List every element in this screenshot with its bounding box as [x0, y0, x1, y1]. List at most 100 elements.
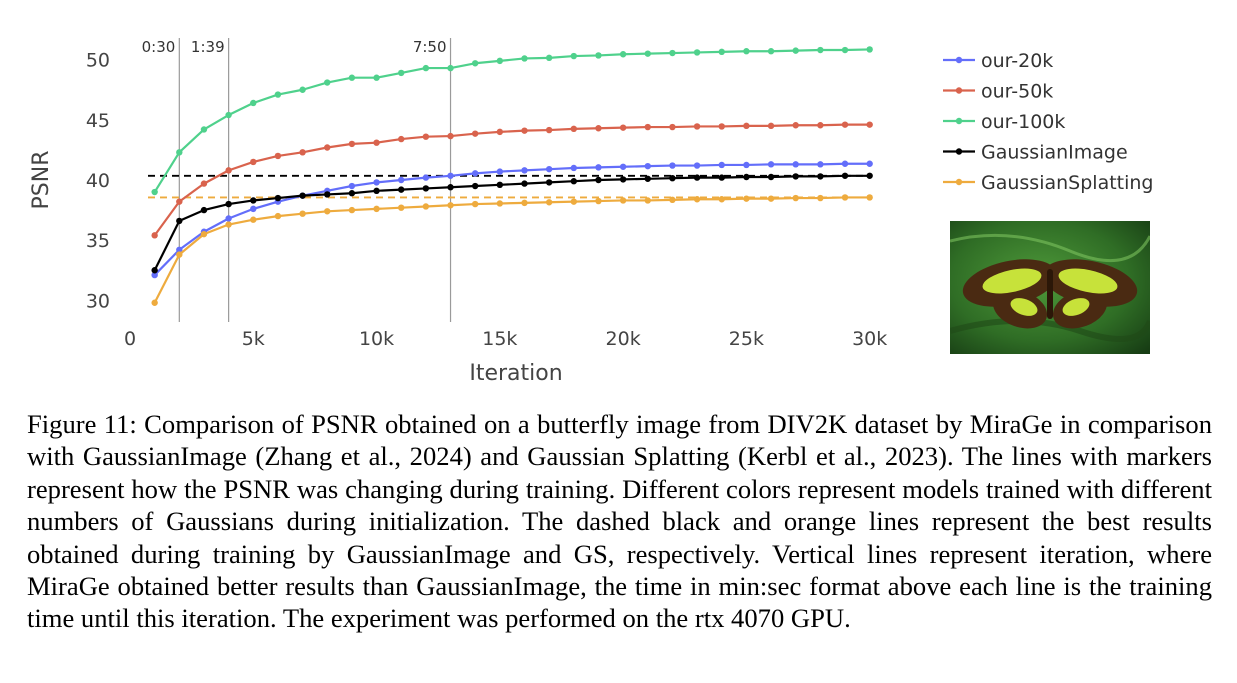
point-gaussiansplatting-12	[422, 203, 430, 210]
point-gaussianimage-18	[570, 178, 578, 185]
point-gaussiansplatting-4	[225, 221, 232, 228]
point-gaussiansplatting-3	[200, 230, 208, 238]
point-gaussiansplatting-29	[841, 194, 849, 201]
point-our-100k-19	[595, 52, 602, 59]
point-gaussiansplatting-16	[521, 199, 528, 207]
point-our-50k-17	[545, 126, 553, 134]
point-gaussianimage-1	[151, 267, 158, 274]
point-gaussianimage-14	[471, 182, 479, 190]
point-our-100k-6	[274, 91, 282, 98]
x-tick-label-7: 30k	[852, 328, 887, 350]
point-our-20k-25	[743, 161, 750, 169]
point-our-50k-12	[422, 133, 430, 140]
point-gaussiansplatting-6	[274, 212, 282, 220]
series-lines	[151, 46, 873, 306]
line-gaussiansplatting	[153, 196, 870, 304]
point-gaussianimage-17	[545, 179, 553, 186]
x-axis-title: Iteration	[469, 361, 562, 386]
legend-label-our-20k: our-20k	[981, 50, 1053, 72]
point-gaussiansplatting-5	[250, 216, 257, 223]
point-our-50k-29	[841, 121, 849, 128]
axes: 0 5k 10k 15k 20k 25k 30k 30 35 40 45 50 Iteration PSN…	[29, 50, 887, 386]
point-our-100k-22	[669, 49, 676, 57]
point-gaussiansplatting-23	[693, 196, 701, 203]
point-our-50k-21	[644, 123, 651, 131]
point-our-20k-24	[718, 161, 725, 169]
point-our-50k-7	[299, 149, 306, 156]
line-our-50k	[153, 123, 870, 237]
psnr-chart: 0:30 1:39 7:50 0 5k 10k 15k 20k 25k 30k 30 35 40 45 5…	[29, 38, 1154, 386]
point-our-50k-20	[619, 124, 627, 131]
point-gaussiansplatting-1	[151, 299, 158, 306]
point-gaussiansplatting-11	[398, 204, 405, 211]
figure-caption: Figure 11: Comparison of PSNR obtained o…	[27, 409, 1212, 634]
line-gaussianimage	[153, 174, 870, 271]
time-label-1: 0:30	[142, 38, 176, 56]
point-gaussiansplatting-13	[447, 202, 454, 209]
point-our-20k-29	[841, 160, 849, 167]
point-our-50k-1	[151, 232, 158, 239]
point-our-50k-22	[669, 123, 676, 131]
x-tick-label-5: 20k	[606, 328, 641, 350]
legend-item-gaussianimage: GaussianImage	[943, 142, 1128, 164]
series-our-20k	[151, 160, 873, 279]
point-our-100k-16	[521, 55, 528, 62]
x-tick-label-1: 0	[124, 328, 136, 350]
point-gaussiansplatting-18	[570, 198, 578, 205]
point-gaussiansplatting-17	[545, 199, 553, 206]
point-gaussianimage-29	[841, 172, 849, 179]
point-our-50k-24	[718, 123, 725, 130]
point-our-100k-28	[817, 46, 824, 54]
point-gaussiansplatting-30	[866, 194, 873, 201]
series-gaussiansplatting	[151, 194, 873, 306]
x-tick-label-6: 25k	[729, 328, 764, 350]
point-gaussianimage-2	[176, 217, 183, 225]
point-our-100k-21	[644, 50, 651, 57]
point-our-20k-9	[348, 182, 356, 190]
point-our-50k-19	[595, 125, 602, 132]
point-our-50k-4	[225, 167, 232, 174]
point-our-100k-23	[693, 49, 701, 56]
point-our-50k-8	[324, 144, 331, 151]
legend-item-our-20k: our-20k	[943, 50, 1053, 72]
legend-item-our-100k: our-100k	[943, 111, 1065, 133]
point-gaussianimage-27	[792, 173, 799, 180]
point-our-20k-18	[570, 164, 578, 172]
point-our-20k-19	[595, 164, 602, 171]
point-gaussianimage-10	[373, 187, 380, 195]
x-tick-label-2: 5k	[242, 328, 265, 350]
point-our-50k-15	[496, 128, 504, 136]
point-our-20k-10	[373, 179, 380, 186]
point-gaussianimage-5	[250, 197, 257, 204]
point-our-20k-17	[545, 165, 553, 173]
point-our-100k-14	[471, 60, 479, 67]
point-our-100k-29	[841, 46, 849, 54]
legend-label-gaussianimage: GaussianImage	[981, 142, 1128, 164]
point-gaussianimage-9	[348, 190, 356, 197]
point-our-100k-5	[250, 99, 257, 107]
point-gaussiansplatting-26	[767, 195, 775, 202]
line-our-100k	[153, 48, 870, 193]
point-gaussiansplatting-15	[496, 200, 504, 207]
y-tick-label-2: 35	[86, 230, 110, 252]
point-our-50k-30	[866, 121, 873, 128]
point-our-20k-27	[792, 161, 799, 168]
point-our-100k-10	[373, 74, 380, 81]
point-our-100k-26	[767, 48, 775, 55]
point-our-50k-2	[176, 198, 183, 205]
point-our-50k-14	[471, 130, 479, 137]
legend-item-our-50k: our-50k	[943, 81, 1053, 103]
point-gaussiansplatting-27	[792, 194, 799, 202]
chart-guides: 0:30 1:39 7:50	[142, 38, 452, 322]
point-our-100k-3	[200, 126, 208, 133]
point-our-20k-23	[693, 162, 701, 169]
point-our-100k-9	[348, 74, 356, 81]
point-our-100k-25	[743, 48, 750, 55]
point-our-100k-7	[299, 86, 306, 93]
point-our-20k-4	[225, 215, 232, 222]
point-gaussianimage-3	[200, 206, 208, 214]
point-gaussiansplatting-21	[644, 197, 651, 204]
point-our-50k-6	[274, 152, 282, 160]
point-gaussiansplatting-2	[176, 251, 183, 258]
point-our-20k-12	[422, 174, 430, 181]
